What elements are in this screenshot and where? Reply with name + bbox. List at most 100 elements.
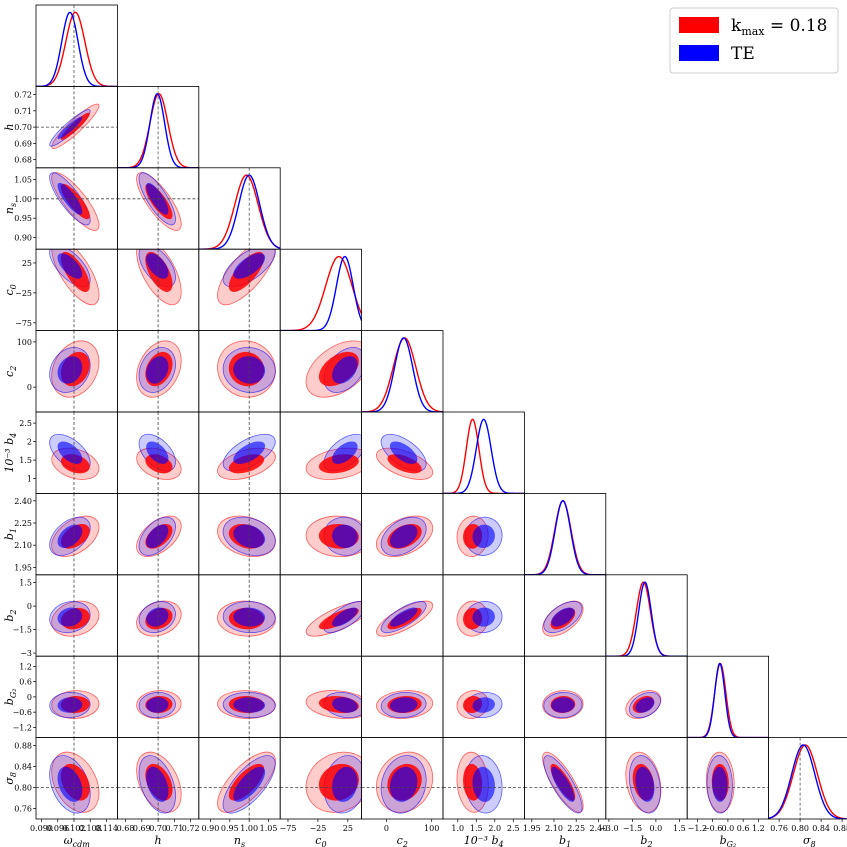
panel-b_2-vs-n_s — [198, 574, 281, 657]
legend-swatch-blue — [679, 45, 719, 61]
panel-b_G2-vs-c_2 — [361, 655, 444, 739]
x-tick-label-b_4: 2.0 — [488, 824, 501, 833]
contour-68-blue — [233, 697, 266, 713]
y-tick-label-sigma_8: 0.76 — [14, 804, 32, 813]
marginal-red-sigma_8 — [768, 744, 847, 819]
contour-68-blue — [332, 524, 358, 549]
panel-c_0-vs-h — [117, 248, 200, 331]
contour-68-blue — [233, 356, 266, 384]
contour-68-blue — [332, 766, 358, 802]
x-tick-label-omega_cdm: 0.096 — [46, 824, 69, 833]
panel-sigma_8-vs-sigma_8: 0.760.800.840.88 — [768, 737, 847, 833]
y-tick-label-h: 0.70 — [14, 123, 32, 132]
x-tick-label-h: 0.71 — [165, 824, 183, 833]
y-tick-label-sigma_8: 0.84 — [14, 762, 32, 771]
panel-b_1-vs-omega_cdm: 1.95 2.10 2.25 2.40 — [14, 492, 118, 576]
panel-b_G2-vs-h — [117, 655, 200, 739]
y-axis-label-h: h — [3, 124, 16, 131]
y-tick-label-b_G2: −0.6 — [13, 708, 32, 717]
y-tick-label-b_1: 2.10 — [14, 541, 32, 550]
contour-68-blue — [146, 524, 169, 549]
panel-sigma_8-vs-c_2: 0 100 — [361, 737, 444, 833]
y-tick-label-b_4: 1 — [27, 475, 32, 484]
panel-h-vs-omega_cdm: 0.68 0.69 0.70 0.71 0.72 — [14, 86, 118, 169]
contour-68-blue — [146, 356, 169, 384]
panel-frame — [361, 330, 444, 413]
contour-68-blue — [57, 697, 83, 713]
panel-frame — [279, 248, 363, 331]
legend: kmax = 0.18 TE — [669, 7, 839, 74]
y-axis-label-b_G2: bG₂ — [3, 689, 18, 706]
y-tick-label-h: 0.69 — [14, 139, 32, 148]
x-tick-label-b_2: −1.5 — [623, 824, 642, 833]
contour-68-blue — [146, 766, 169, 802]
contour-68-blue — [332, 356, 358, 384]
contour-68-blue — [551, 607, 575, 627]
y-axis-label-c_0: c0 — [3, 284, 18, 295]
x-tick-label-b_2: 0.0 — [650, 824, 663, 833]
y-tick-label-b_2: 0 — [27, 602, 32, 611]
contour-68-blue — [389, 766, 418, 802]
panel-n_s-vs-omega_cdm: 0.90 0.95 1.00 1.05 — [14, 167, 118, 250]
panel-b_4-vs-c_0 — [279, 411, 363, 494]
marginal-blue-omega_cdm — [36, 11, 118, 87]
marginal-red-n_s — [198, 174, 281, 250]
x-tick-label-sigma_8: 0.84 — [812, 824, 830, 833]
panel-b_G2-vs-b_1 — [524, 655, 607, 739]
y-axis-label-b_2: b2 — [3, 609, 18, 621]
x-tick-label-n_s: 0.90 — [202, 824, 220, 833]
x-tick-label-b_1: 2.25 — [567, 824, 585, 833]
marginal-blue-b_4 — [443, 418, 525, 494]
panel-b_1-vs-b_1 — [524, 492, 607, 576]
x-tick-label-b_4: 1.5 — [470, 824, 483, 833]
panel-b_2-vs-b_2 — [605, 574, 688, 657]
panel-b_G2-vs-b_4 — [442, 655, 525, 739]
marginal-blue-sigma_8 — [768, 744, 847, 819]
panel-sigma_8-vs-b_4: 1.0 1.5 2.0 2.5 — [442, 737, 525, 833]
panel-b_4-vs-h — [117, 411, 200, 494]
panel-sigma_8-vs-b_1: 1.95 2.10 2.25 2.40 — [523, 737, 607, 833]
panel-c_0-vs-n_s — [198, 248, 281, 331]
panel-sigma_8-vs-c_0: −75 −25 25 — [280, 737, 363, 833]
contour-68-blue — [472, 607, 495, 627]
contour-68-blue — [389, 441, 418, 464]
y-tick-label-b_1: 1.95 — [14, 563, 32, 572]
marginal-red-c_2 — [361, 337, 444, 413]
y-tick-label-b_G2: 1.2 — [19, 662, 32, 671]
x-tick-label-b_1: 2.40 — [589, 824, 607, 833]
legend-swatch-red — [679, 17, 719, 33]
y-tick-label-b_G2: 0.6 — [19, 678, 32, 687]
contour-68-blue — [57, 607, 83, 627]
contour-68-blue — [146, 607, 169, 627]
panel-b_1-vs-c_2 — [361, 492, 444, 576]
x-tick-label-omega_cdm: 0.102 — [63, 824, 86, 833]
panel-b_2-vs-omega_cdm: −3 −1.5 0 1.5 — [13, 574, 118, 658]
y-tick-label-b_1: 2.40 — [14, 497, 32, 506]
y-tick-label-h: 0.68 — [14, 156, 32, 165]
legend-label-blue: TE — [731, 44, 755, 64]
contour-68-blue — [472, 766, 495, 802]
x-tick-label-h: 0.70 — [149, 824, 167, 833]
x-tick-label-n_s: 0.95 — [221, 824, 239, 833]
contour-68-blue — [146, 697, 169, 713]
y-axis-label-sigma_8: σ8 — [3, 772, 18, 785]
contour-68-blue — [635, 766, 655, 802]
x-tick-label-b_1: 1.95 — [523, 824, 541, 833]
panel-b_4-vs-b_4 — [442, 411, 525, 494]
marginal-red-omega_cdm — [36, 11, 118, 87]
y-tick-label-b_G2: −1.2 — [13, 723, 32, 732]
x-tick-label-sigma_8: 0.76 — [770, 824, 788, 833]
panel-c_0-vs-omega_cdm: −75 −25 25 — [15, 248, 118, 331]
contour-68-red — [387, 454, 422, 474]
y-tick-label-c_0: −75 — [15, 319, 32, 328]
panel-b_G2-vs-n_s — [198, 655, 281, 739]
marginal-red-b_G2 — [687, 662, 769, 738]
contour-68-blue — [57, 441, 83, 464]
x-tick-label-h: 0.69 — [133, 824, 151, 833]
panel-sigma_8-vs-h: 0.680.690.700.710.72 — [117, 737, 200, 833]
x-axis-label-h: h — [155, 834, 162, 847]
contour-68-blue — [389, 607, 418, 627]
y-axis-label-c_2: c2 — [3, 366, 18, 377]
y-tick-label-b_1: 2.25 — [14, 519, 32, 528]
